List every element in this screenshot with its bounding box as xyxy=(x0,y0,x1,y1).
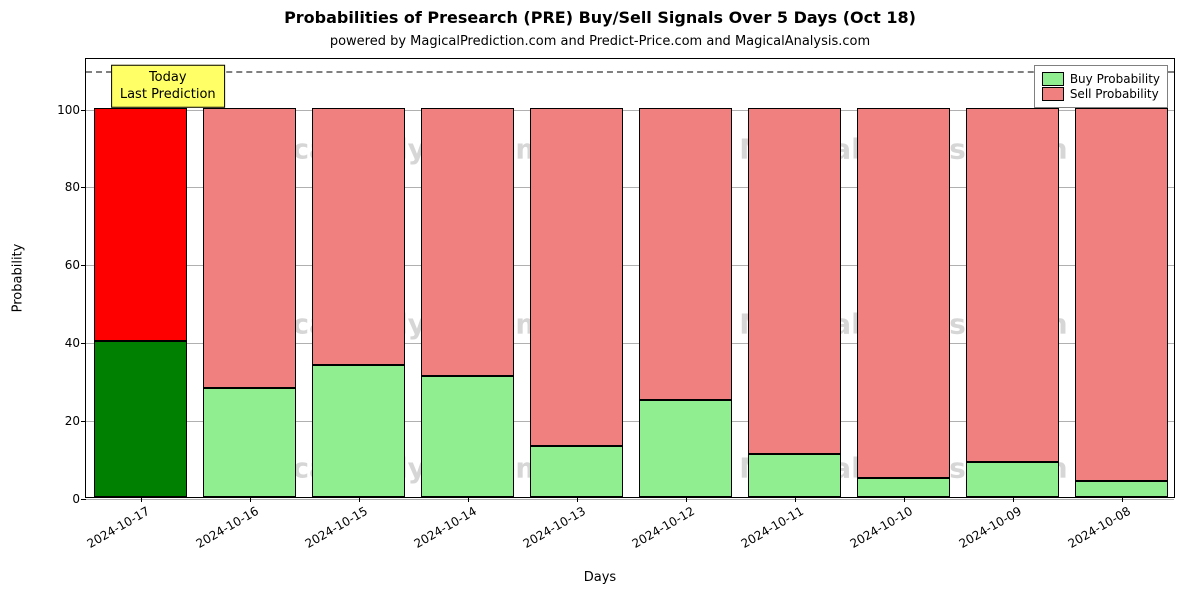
x-tick-label-wrap: 2024-10-12 xyxy=(686,497,756,519)
buy-bar xyxy=(639,400,732,497)
sell-bar xyxy=(203,108,296,388)
bar-group xyxy=(857,57,950,497)
bar-group xyxy=(94,57,187,497)
legend-label: Sell Probability xyxy=(1070,87,1159,101)
y-tick-mark xyxy=(81,265,86,266)
x-tick-label-wrap: 2024-10-09 xyxy=(1013,497,1083,519)
sell-bar xyxy=(94,108,187,342)
bar-group xyxy=(530,57,623,497)
x-tick-label-wrap: 2024-10-08 xyxy=(1122,497,1192,519)
chart-container: Probabilities of Presearch (PRE) Buy/Sel… xyxy=(0,0,1200,600)
x-tick-label: 2024-10-17 xyxy=(80,497,151,551)
bar-group xyxy=(1075,57,1168,497)
legend-label: Buy Probability xyxy=(1070,72,1160,86)
bar-group xyxy=(312,57,405,497)
x-tick-label-wrap: 2024-10-17 xyxy=(141,497,211,519)
buy-bar xyxy=(748,454,841,497)
buy-bar xyxy=(966,462,1059,497)
today-annotation: TodayLast Prediction xyxy=(111,65,225,108)
x-tick-label-wrap: 2024-10-13 xyxy=(577,497,647,519)
sell-bar xyxy=(966,108,1059,462)
chart-subtitle: powered by MagicalPrediction.com and Pre… xyxy=(0,34,1200,49)
sell-bar xyxy=(639,108,732,400)
legend-item: Sell Probability xyxy=(1042,87,1160,101)
annotation-line2: Last Prediction xyxy=(120,86,216,102)
sell-bar xyxy=(748,108,841,455)
x-axis-label: Days xyxy=(0,570,1200,585)
buy-bar xyxy=(857,478,950,497)
buy-bar xyxy=(203,388,296,497)
x-tick-label-wrap: 2024-10-15 xyxy=(359,497,429,519)
legend-swatch xyxy=(1042,72,1064,86)
x-tick-label-wrap: 2024-10-16 xyxy=(250,497,320,519)
buy-bar xyxy=(421,376,514,497)
bar-group xyxy=(748,57,841,497)
sell-bar xyxy=(530,108,623,447)
bar-group xyxy=(203,57,296,497)
y-tick-mark xyxy=(81,421,86,422)
y-axis-label: Probability xyxy=(11,244,26,313)
y-tick-mark xyxy=(81,499,86,500)
sell-bar xyxy=(857,108,950,478)
bar-group xyxy=(966,57,1059,497)
buy-bar xyxy=(1075,481,1168,497)
legend-swatch xyxy=(1042,87,1064,101)
buy-bar xyxy=(530,446,623,497)
plot-area: 020406080100MagicalAnalysis.comMagicalAn… xyxy=(85,58,1175,498)
legend-item: Buy Probability xyxy=(1042,72,1160,86)
bar-group xyxy=(639,57,732,497)
y-tick-mark xyxy=(81,187,86,188)
x-tick-label-wrap: 2024-10-11 xyxy=(795,497,865,519)
y-tick-mark xyxy=(81,110,86,111)
y-tick-mark xyxy=(81,343,86,344)
buy-bar xyxy=(312,365,405,497)
chart-title: Probabilities of Presearch (PRE) Buy/Sel… xyxy=(0,8,1200,27)
buy-bar xyxy=(94,341,187,497)
sell-bar xyxy=(312,108,405,365)
sell-bar xyxy=(1075,108,1168,482)
legend: Buy ProbabilitySell Probability xyxy=(1034,65,1168,108)
annotation-line1: Today xyxy=(120,70,216,86)
x-tick-label-wrap: 2024-10-10 xyxy=(904,497,974,519)
bar-group xyxy=(421,57,514,497)
sell-bar xyxy=(421,108,514,377)
x-tick-label-wrap: 2024-10-14 xyxy=(468,497,538,519)
